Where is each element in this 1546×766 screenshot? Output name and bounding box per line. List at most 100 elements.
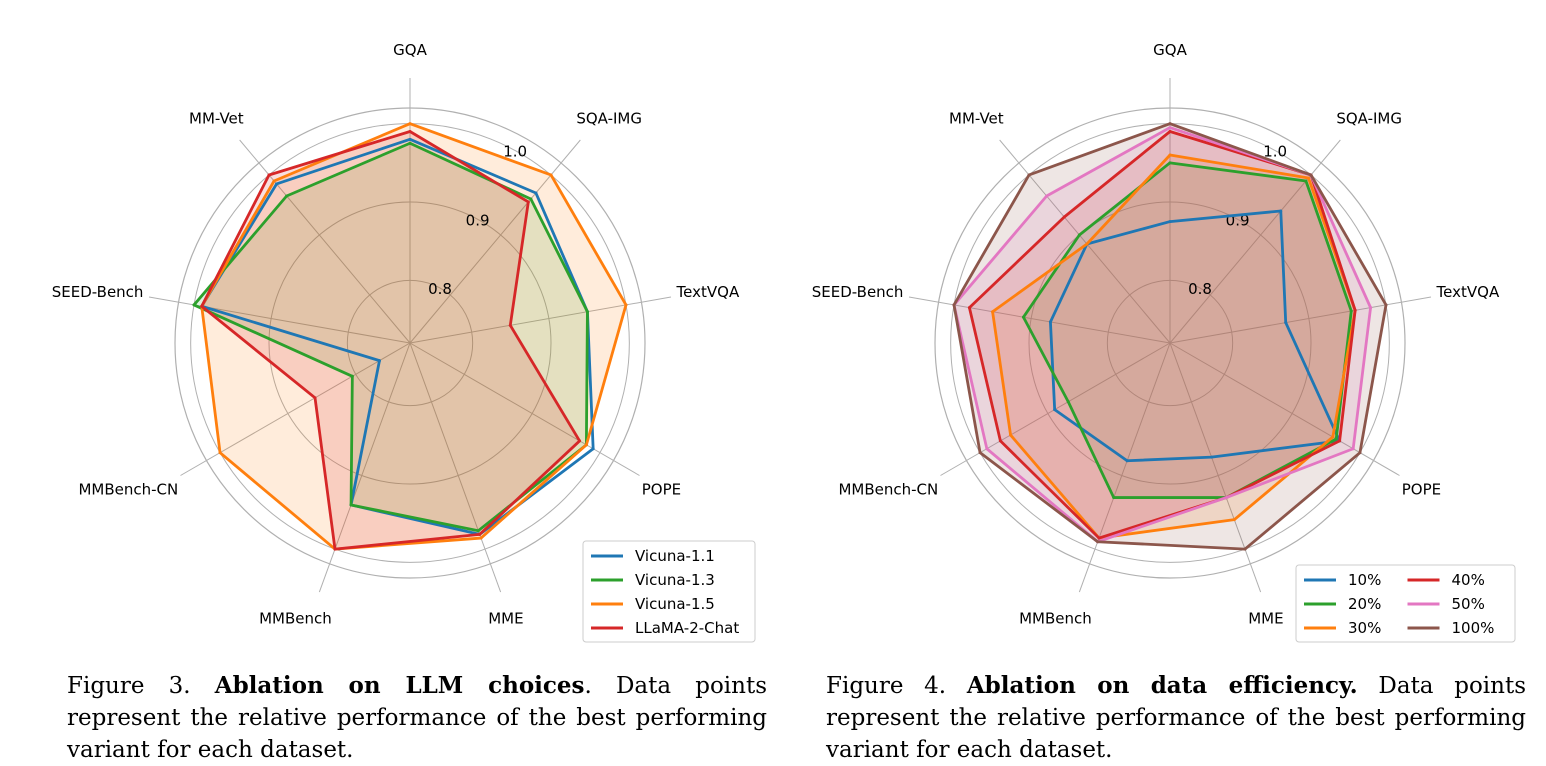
- legend-label-100: 100%: [1452, 619, 1495, 637]
- series-fill-100: [953, 123, 1387, 550]
- tick-label: 0.9: [466, 211, 490, 229]
- series-line-10: [1049, 209, 1341, 463]
- data-point-40-mmbench: [1097, 536, 1101, 540]
- legend-label-20: 20%: [1348, 595, 1381, 613]
- axis-label-mmbench: MMBench: [1019, 609, 1092, 627]
- legend-label-vicuna-1-3: Vicuna-1.3: [635, 571, 715, 589]
- legend-frame: [1295, 564, 1516, 643]
- data-point-vicuna-1-5-sqa-img: [549, 173, 553, 177]
- radar-chart-data-efficiency: 0.80.91.0GQASQA-IMGTextVQAPOPEMMEMMBench…: [812, 41, 1516, 643]
- series-fill-50: [953, 127, 1371, 542]
- data-point-20-gqa: [1168, 161, 1172, 165]
- data-point-vicuna-1-1-gqa: [408, 137, 412, 141]
- axis-label-textvqa: TextVQA: [676, 283, 740, 301]
- data-point-100-pope: [1358, 451, 1362, 455]
- caption-label: Figure 3.: [67, 673, 191, 699]
- data-point-50-textvqa: [1369, 306, 1373, 310]
- legend-label-10: 10%: [1348, 571, 1381, 589]
- axis-label-sqa-img: SQA-IMG: [1336, 110, 1402, 128]
- data-point-llama-2-chat-textvqa: [508, 323, 512, 327]
- data-point-llama-2-chat-mm-vet: [267, 173, 271, 177]
- data-point-40-pope: [1338, 439, 1342, 443]
- tick-label: 0.8: [1188, 280, 1212, 298]
- data-point-30-seed-bench: [991, 310, 995, 314]
- series-line-100: [952, 122, 1388, 551]
- legend: Vicuna-1.1 Vicuna-1.3 Vicuna-1.5 LLaMA-2-Ch…: [582, 540, 756, 643]
- data-point-vicuna-1-5-mm-vet: [272, 179, 276, 183]
- data-point-vicuna-1-5-gqa: [408, 122, 412, 126]
- data-point-20-sqa-img: [1304, 179, 1308, 183]
- data-point-30-mm-vet: [1085, 242, 1089, 246]
- tick-label: 0.8: [428, 280, 452, 298]
- data-point-vicuna-1-3-mme: [476, 529, 480, 533]
- data-point-40-seed-bench: [967, 306, 971, 310]
- series-line-vicuna-1-3: [192, 141, 589, 533]
- tick-label: 1.0: [1263, 143, 1287, 161]
- axis-label-pope: POPE: [1402, 481, 1441, 499]
- series-line-20: [1022, 161, 1353, 499]
- data-point-10-mmbench: [1125, 459, 1129, 463]
- spoke-textvqa: [409, 296, 672, 344]
- legend-label-50: 50%: [1452, 595, 1485, 613]
- data-point-vicuna-1-1-mmbench-cn: [377, 359, 381, 363]
- data-point-100-mme: [1243, 547, 1247, 551]
- axis-label-mm-vet: MM-Vet: [949, 110, 1004, 128]
- data-point-vicuna-1-1-pope: [591, 447, 595, 451]
- series-line-40: [968, 130, 1357, 540]
- legend-label-llama-2-chat: LLaMA-2-Chat: [635, 619, 739, 637]
- data-point-100-sqa-img: [1309, 173, 1313, 177]
- series-fill-vicuna-1-5: [201, 123, 627, 550]
- data-point-30-sqa-img: [1306, 176, 1310, 180]
- data-point-50-gqa: [1168, 126, 1172, 130]
- spoke-mmbench: [318, 342, 411, 593]
- axis-label-mmbench: MMBench: [259, 609, 332, 627]
- caption-title: Ablation on LLM choices: [214, 672, 585, 699]
- spoke-seed-bench: [908, 296, 1171, 344]
- data-point-50-mme: [1224, 496, 1228, 500]
- data-point-10-sqa-img: [1279, 209, 1283, 213]
- legend-label-vicuna-1-1: Vicuna-1.1: [635, 547, 715, 565]
- axis-label-mm-vet: MM-Vet: [189, 110, 244, 128]
- series-line-30: [991, 153, 1357, 540]
- data-point-10-textvqa: [1284, 321, 1288, 325]
- data-point-vicuna-1-5-mme: [479, 536, 483, 540]
- tick-label: 1.0: [503, 143, 527, 161]
- series-fill-40: [969, 131, 1356, 539]
- data-point-50-pope: [1351, 447, 1355, 451]
- axis-label-textvqa: TextVQA: [1436, 283, 1500, 301]
- spoke-mme: [409, 342, 502, 593]
- spoke-mm-vet: [999, 139, 1171, 344]
- data-point-llama-2-chat-sqa-img: [526, 200, 530, 204]
- figure-4-caption: Figure 4. Ablation on data efficiency. D…: [826, 670, 1526, 766]
- spoke-mme: [1169, 342, 1262, 593]
- data-point-vicuna-1-3-textvqa: [585, 310, 589, 314]
- legend-label-40: 40%: [1452, 571, 1485, 589]
- data-point-30-mme: [1232, 518, 1236, 522]
- data-point-100-mmbench-cn: [978, 451, 982, 455]
- data-point-40-gqa: [1168, 130, 1172, 133]
- data-point-50-mm-vet: [1045, 194, 1049, 198]
- data-point-vicuna-1-5-textvqa: [624, 303, 628, 307]
- data-point-llama-2-chat-seed-bench: [200, 304, 204, 308]
- axis-label-gqa: GQA: [1153, 41, 1187, 59]
- data-point-50-mmbench-cn: [985, 447, 989, 451]
- data-point-vicuna-1-3-mmbench: [349, 503, 353, 507]
- spoke-mmbench-cn: [180, 342, 411, 476]
- series-fill-vicuna-1-3: [193, 143, 588, 531]
- spoke-seed-bench: [148, 296, 411, 344]
- data-point-llama-2-chat-mmbench-cn: [313, 396, 317, 400]
- axis-label-mmbench-cn: MMBench-CN: [78, 481, 178, 499]
- data-point-20-mmbench-cn: [1066, 400, 1070, 404]
- data-point-20-textvqa: [1349, 309, 1353, 313]
- data-point-vicuna-1-1-sqa-img: [534, 191, 538, 195]
- data-point-100-mmbench: [1096, 540, 1100, 544]
- data-point-vicuna-1-3-sqa-img: [529, 197, 533, 201]
- data-point-20-pope: [1334, 437, 1338, 441]
- data-point-vicuna-1-5-mmbench-cn: [218, 451, 222, 455]
- radar-charts: 0.8 0.9 1.0 GQA SQA-IMG TextVQA POPE MME MMBench…: [52, 41, 1516, 643]
- data-point-100-seed-bench: [952, 303, 956, 307]
- axis-label-seed-bench: SEED-Bench: [52, 283, 144, 301]
- data-point-llama-2-chat-mmbench: [333, 547, 337, 551]
- data-point-llama-2-chat-pope: [578, 439, 582, 443]
- data-point-100-textvqa: [1384, 303, 1388, 307]
